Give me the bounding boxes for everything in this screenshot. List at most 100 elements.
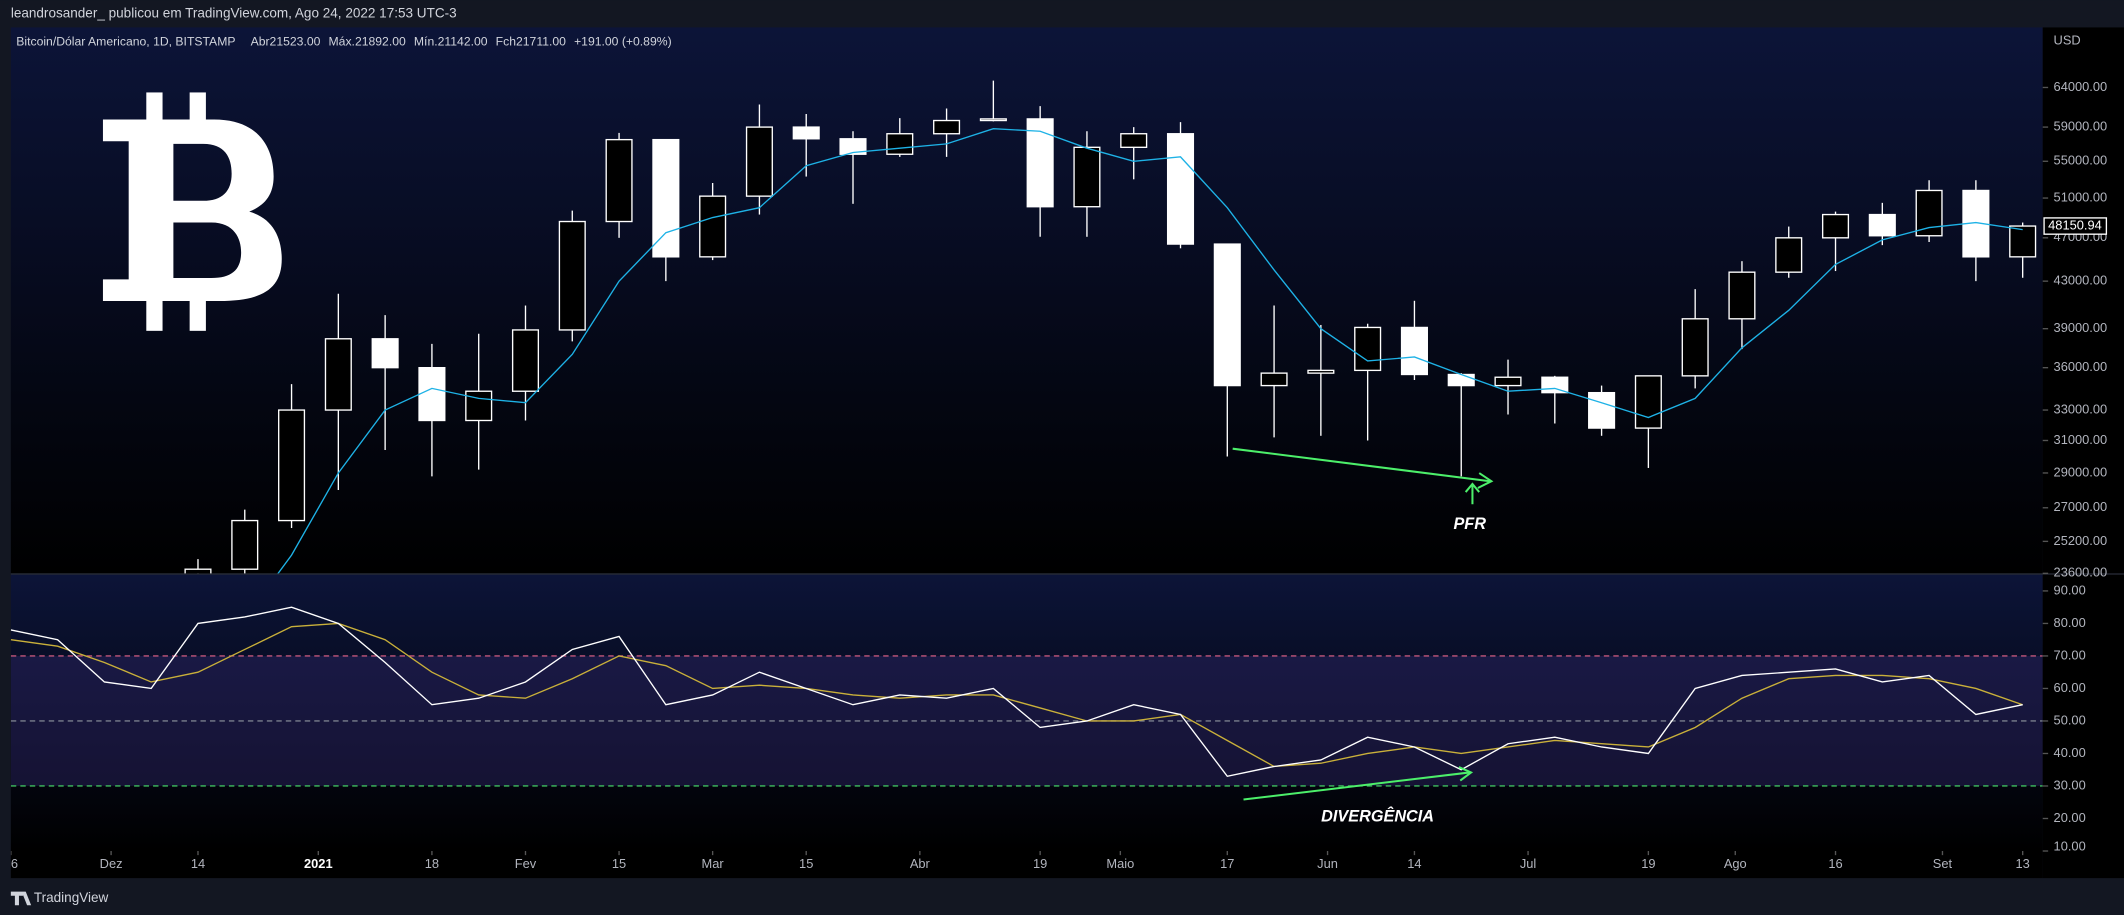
x-tick-label: 19 — [1033, 856, 1047, 871]
legend-value: Máx.21892.00 — [329, 35, 406, 49]
candle-body — [1213, 243, 1241, 387]
y-tick-label: 80.00 — [2054, 615, 2086, 630]
candle-body — [1120, 133, 1148, 148]
header: leandrosander_ publicou em TradingView.c… — [11, 5, 457, 20]
candle-body — [1354, 326, 1382, 372]
y-tick-label: 36000.00 — [2054, 359, 2108, 374]
last-price-box — [2043, 217, 2108, 235]
x-tick-label: Dez — [100, 856, 123, 871]
footer: TradingView — [34, 890, 109, 905]
legend-title: Bitcoin/Dólar Americano, 1D, BITSTAMP — [16, 35, 235, 49]
candle-body — [1307, 369, 1335, 374]
y-tick-label: 90.00 — [2054, 582, 2086, 597]
candle-body — [979, 118, 1007, 122]
last-price-label: 48150.94 — [2048, 217, 2102, 232]
axis-unit: USD — [2054, 32, 2081, 47]
y-tick-label: 29000.00 — [2054, 464, 2108, 479]
candle-body — [1494, 376, 1522, 387]
x-tick-label: 18 — [425, 856, 439, 871]
legend-value: +191.00 (+0.89%) — [574, 35, 672, 49]
y-tick-label: 31000.00 — [2054, 432, 2108, 447]
y-tick-label: 10.00 — [2054, 838, 2086, 853]
x-tick-label: Jun — [1317, 856, 1338, 871]
candle-body — [605, 138, 633, 223]
y-tick-label: 55000.00 — [2054, 153, 2108, 168]
candle-body — [745, 126, 773, 197]
time-axis — [10, 851, 2043, 879]
y-tick-label: 59000.00 — [2054, 118, 2108, 133]
price-axis — [2042, 27, 2124, 879]
candle-body — [511, 329, 540, 392]
candle-body — [184, 568, 212, 574]
y-tick-label: 40.00 — [2054, 745, 2086, 760]
y-tick-label: 64000.00 — [2054, 79, 2108, 94]
rsi-pane — [10, 574, 2043, 852]
y-tick-label: 51000.00 — [2054, 189, 2108, 204]
candle-body — [1728, 271, 1756, 320]
legend-value: Mín.21142.00 — [414, 35, 488, 49]
y-tick-label: 70.00 — [2054, 647, 2086, 662]
x-tick-label: 17 — [1220, 856, 1234, 871]
candle-body — [1400, 326, 1428, 376]
x-tick-label: 14 — [1407, 856, 1421, 871]
y-tick-label: 33000.00 — [2054, 401, 2108, 416]
candle-body — [792, 126, 820, 140]
candle-body — [1447, 373, 1475, 387]
candle-body — [418, 366, 446, 422]
y-tick-label: 60.00 — [2054, 680, 2086, 695]
x-tick-label: Set — [1933, 856, 1953, 871]
y-tick-label: 20.00 — [2054, 810, 2086, 825]
y-tick-label: 43000.00 — [2054, 273, 2108, 288]
candle-body — [886, 133, 914, 155]
candle-body — [1775, 237, 1803, 273]
x-tick-label: 19 — [1641, 856, 1655, 871]
candle-body — [1073, 146, 1101, 208]
x-tick-label: Abr — [910, 856, 931, 871]
legend-value: Fch21711.00 — [496, 35, 566, 49]
candle-body — [1821, 213, 1850, 239]
candle-body — [324, 338, 352, 411]
annotation: PFR — [1453, 515, 1486, 533]
x-tick-label: 15 — [612, 856, 626, 871]
candle-body — [278, 409, 306, 522]
candle-body — [1634, 375, 1662, 429]
candle-body — [933, 119, 961, 135]
candle-body — [1541, 376, 1569, 394]
candle-body — [1260, 372, 1288, 387]
y-tick-label: 50.00 — [2054, 712, 2086, 727]
rsi-line — [10, 622, 2023, 768]
candle-body — [1588, 391, 1616, 429]
candle-body — [1868, 213, 1896, 237]
rsi-line — [10, 606, 2023, 777]
legend-value: Abr21523.00 — [251, 35, 321, 49]
candle-body — [2009, 225, 2037, 258]
tv-logo — [10, 891, 32, 906]
candle-body — [465, 390, 493, 422]
y-tick-label: 30.00 — [2054, 777, 2086, 792]
candle-body — [1166, 133, 1195, 245]
candle-body — [1026, 118, 1054, 208]
x-tick-label: Jul — [1520, 856, 1536, 871]
candle-body — [371, 338, 399, 369]
x-tick-label: 13 — [2016, 856, 2030, 871]
candle-body — [652, 138, 680, 258]
bitcoin-logo — [102, 92, 282, 331]
candle-body — [839, 138, 867, 155]
y-tick-label: 25200.00 — [2054, 533, 2108, 548]
annotation: DIVERGÊNCIA — [1321, 806, 1434, 825]
moving-average — [277, 128, 2023, 574]
candle-body — [1915, 189, 1943, 237]
x-tick-label: 15 — [799, 856, 813, 871]
x-tick-label: 16 — [1828, 856, 1842, 871]
candle-body — [1681, 318, 1709, 377]
x-tick-label: Ago — [1724, 856, 1747, 871]
y-tick-label: 23600.00 — [2054, 565, 2108, 580]
x-tick-label: 14 — [191, 856, 205, 871]
x-tick-label: Fev — [515, 856, 537, 871]
x-tick-label: 2021 — [304, 856, 333, 871]
y-tick-label: 39000.00 — [2054, 320, 2108, 335]
x-tick-label: Maio — [1106, 856, 1134, 871]
candle-body — [558, 220, 586, 331]
y-tick-label: 27000.00 — [2054, 499, 2108, 514]
